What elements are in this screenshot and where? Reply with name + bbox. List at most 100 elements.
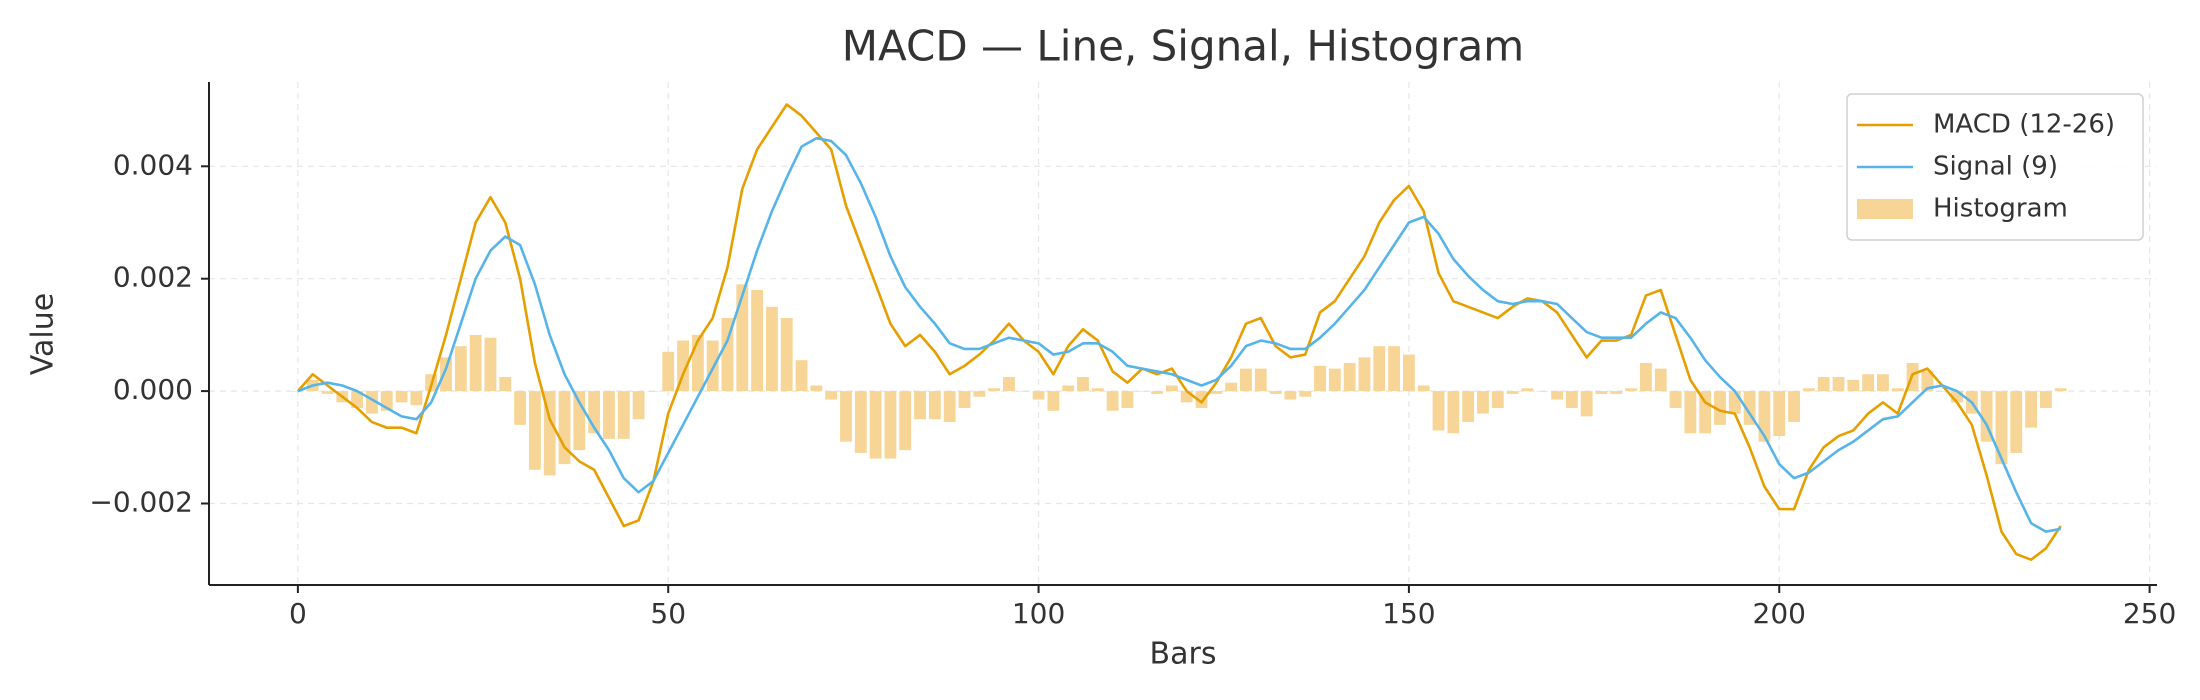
histogram-bar xyxy=(691,334,704,392)
histogram-bar xyxy=(1106,391,1119,411)
histogram-bar xyxy=(736,284,749,392)
histogram-bar xyxy=(1536,391,1549,392)
histogram-bar xyxy=(1625,388,1638,392)
histogram-bar xyxy=(751,289,764,392)
histogram-bar xyxy=(1091,388,1104,392)
histogram-bar xyxy=(2010,391,2023,453)
histogram-bar xyxy=(973,391,986,397)
histogram-bar xyxy=(1388,346,1401,392)
histogram-bar xyxy=(1077,377,1089,392)
lines xyxy=(296,103,2062,562)
y-axis-label: Value xyxy=(26,293,61,375)
histogram-bar xyxy=(1758,391,1771,442)
histogram-bar xyxy=(1595,391,1608,394)
histogram-bar xyxy=(721,318,734,392)
histogram-bar xyxy=(1684,391,1697,434)
histogram-bar xyxy=(988,388,1001,392)
legend-swatch xyxy=(1857,199,1913,219)
histogram-bar xyxy=(380,391,393,411)
histogram-bar xyxy=(1225,382,1238,392)
histogram-bar xyxy=(1817,377,1830,392)
histogram-bar xyxy=(469,334,482,392)
legend-box xyxy=(1846,93,2144,241)
histogram-bar xyxy=(1269,391,1282,394)
histogram-bar xyxy=(351,391,364,408)
histogram-bar xyxy=(558,391,571,465)
histogram-bar xyxy=(780,318,793,392)
histogram-bar xyxy=(1180,391,1193,403)
y-tick-label: 0.004 xyxy=(113,148,193,181)
series-line xyxy=(296,103,2062,562)
histogram-bar xyxy=(543,391,556,476)
histogram-bar xyxy=(1802,388,1815,392)
histogram-bar xyxy=(1328,368,1341,392)
histogram-bar xyxy=(706,340,719,392)
histogram-bar xyxy=(321,391,334,394)
histogram-bar xyxy=(1477,391,1489,414)
x-tick-label: 50 xyxy=(650,597,686,630)
x-tick-label: 250 xyxy=(2123,597,2176,630)
histogram-bar xyxy=(1432,391,1445,431)
histogram-bar xyxy=(1565,391,1578,408)
x-tick-label: 100 xyxy=(1012,597,1065,630)
histogram-bar xyxy=(677,340,689,392)
histogram-bar xyxy=(1847,379,1860,392)
histogram-bar xyxy=(1151,391,1164,394)
histogram-bar xyxy=(2039,391,2052,408)
histogram-bar xyxy=(1195,391,1208,408)
chart-title: MACD — Line, Signal, Histogram xyxy=(842,22,1524,71)
series-line xyxy=(297,136,2061,533)
histogram-bar xyxy=(1832,377,1845,392)
histogram-bar xyxy=(1343,363,1356,392)
histogram-bar xyxy=(914,391,926,420)
y-tick-label: 0.002 xyxy=(113,261,193,294)
axes: −0.002 0.000 0.002 0.004 0 50 100 150 200 250 xyxy=(89,82,2176,630)
histogram-bar xyxy=(2054,388,2067,392)
histogram-bar xyxy=(440,357,452,392)
histogram-bar xyxy=(1491,391,1504,408)
x-tick-label: 150 xyxy=(1382,597,1435,630)
histogram-bar xyxy=(528,391,541,470)
histogram-bar xyxy=(499,377,512,392)
histogram-bar xyxy=(617,391,630,439)
histogram-bar xyxy=(1506,391,1519,394)
histogram-bar xyxy=(1728,391,1741,414)
histogram-bar xyxy=(1314,365,1326,392)
histogram-bar xyxy=(1921,371,1934,392)
histogram-bar xyxy=(1402,354,1415,392)
histogram-bar xyxy=(884,391,897,459)
x-tick-label: 0 xyxy=(289,597,307,630)
histogram-bar xyxy=(1047,391,1060,411)
histogram-bar xyxy=(573,391,586,451)
legend-label: MACD (12-26) xyxy=(1933,110,2115,140)
histogram-bar xyxy=(1284,391,1297,400)
histogram-bar xyxy=(647,391,660,392)
histogram-bar xyxy=(1891,388,1904,392)
histogram-bar xyxy=(1669,391,1682,408)
histogram-bar xyxy=(1003,377,1015,392)
histogram-bar xyxy=(810,385,823,392)
histogram-bar xyxy=(958,391,971,408)
histogram-bar xyxy=(943,391,956,423)
histogram-bar xyxy=(1254,368,1267,392)
histogram-bar xyxy=(1862,374,1875,392)
histogram-bar xyxy=(1951,391,1963,403)
histogram-bar xyxy=(1743,391,1756,425)
histogram-bars xyxy=(291,284,2067,476)
histogram-bar xyxy=(410,391,423,406)
histogram-bar xyxy=(1165,385,1178,392)
histogram-bar xyxy=(1551,391,1563,400)
histogram-bar xyxy=(1877,374,1889,392)
histogram-bar xyxy=(484,337,497,392)
histogram-bar xyxy=(825,391,838,400)
histogram-bar xyxy=(1121,391,1134,408)
histogram-bar xyxy=(1580,391,1593,417)
histogram-bar xyxy=(1788,391,1800,423)
histogram-bar xyxy=(291,391,304,392)
histogram-bar xyxy=(854,391,867,453)
histogram-bar xyxy=(928,391,941,420)
histogram-bar xyxy=(869,391,882,459)
histogram-bar xyxy=(1299,391,1312,397)
histogram-bar xyxy=(1017,391,1030,392)
